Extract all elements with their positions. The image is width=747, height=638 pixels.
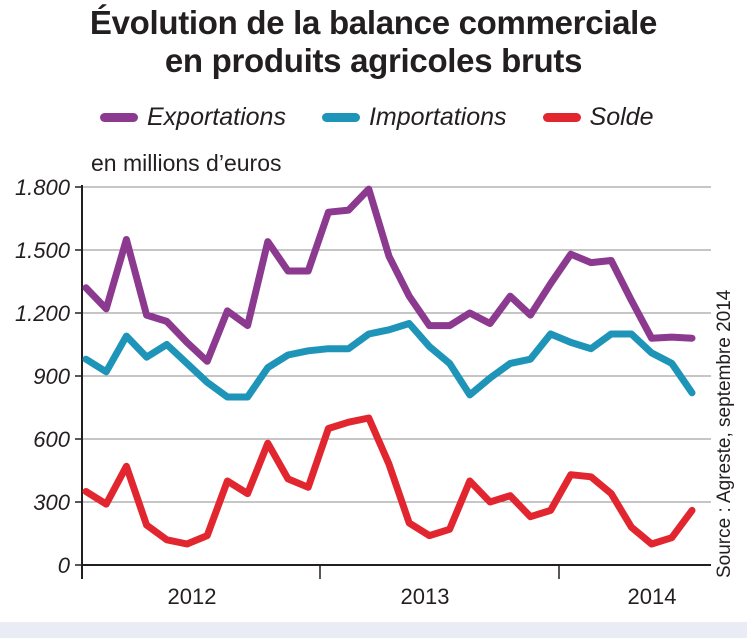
series-line-importations bbox=[82, 320, 696, 401]
chart-title-line-1: Évolution de la balance commerciale bbox=[89, 4, 658, 41]
legend-swatch-exportations bbox=[100, 112, 138, 122]
unit-label: en millions d’euros bbox=[91, 150, 282, 176]
y-tick-label: 0 bbox=[58, 553, 71, 578]
y-tick-label: 1.200 bbox=[15, 301, 71, 326]
bottom-band bbox=[0, 622, 747, 638]
source-note: Source : Agreste, septembre 2014 bbox=[714, 289, 735, 578]
chart-title-line-2: en produits agricoles bruts bbox=[164, 42, 583, 79]
y-tick-label: 600 bbox=[33, 427, 70, 452]
y-tick-label: 900 bbox=[33, 364, 70, 389]
legend-label-exportations: Exportations bbox=[147, 102, 286, 131]
legend-swatch-solde bbox=[542, 112, 581, 122]
legend-item-solde: Solde bbox=[542, 102, 654, 132]
legend-label-importations: Importations bbox=[368, 102, 507, 131]
y-tick-label: 1.500 bbox=[15, 238, 71, 263]
y-tick-label: 1.800 bbox=[15, 175, 71, 200]
y-tick-label: 300 bbox=[33, 490, 70, 515]
legend-item-importations: Importations bbox=[321, 102, 507, 132]
chart-title: Évolution de la balance commerciale en p… bbox=[0, 4, 747, 80]
legend-swatch-importations bbox=[321, 112, 360, 122]
x-tick-label: 2013 bbox=[401, 584, 450, 609]
legend: Exportations Importations Solde bbox=[100, 100, 689, 134]
series-line-solde bbox=[82, 414, 696, 548]
series-line-exportations bbox=[82, 185, 696, 365]
legend-item-exportations: Exportations bbox=[100, 103, 286, 132]
legend-label-solde: Solde bbox=[589, 102, 654, 131]
x-tick-label: 2014 bbox=[628, 584, 677, 609]
x-tick-label: 2012 bbox=[168, 584, 217, 609]
